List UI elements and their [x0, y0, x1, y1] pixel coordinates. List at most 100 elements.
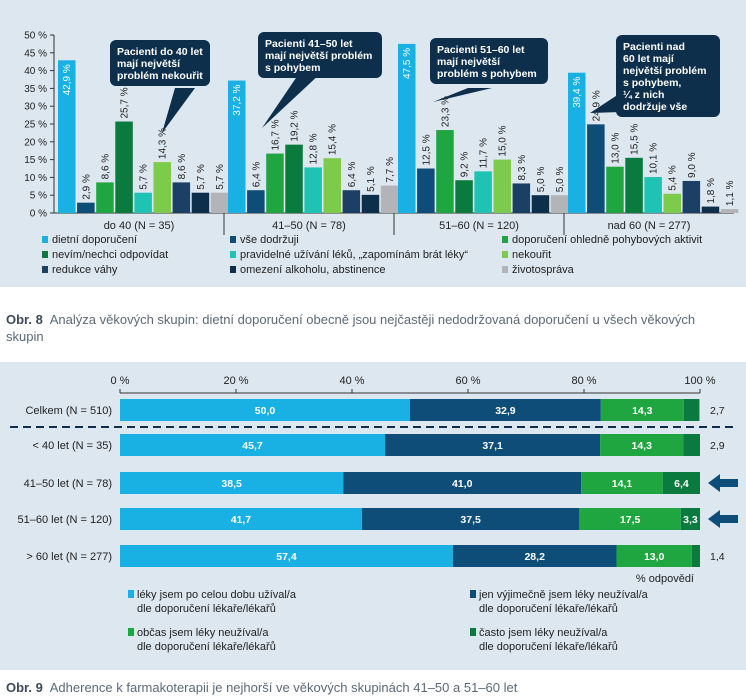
segment-value-label: 17,5 — [620, 514, 641, 526]
x-category-label: do 40 (N = 35) — [104, 220, 175, 232]
bar — [531, 195, 550, 213]
bar — [625, 157, 643, 213]
bar-value-label: 39,4 % — [572, 77, 583, 108]
bar-value-label: 42,9 % — [62, 64, 73, 95]
bar — [701, 206, 720, 213]
bar — [682, 180, 701, 213]
bar-value-label: 5,4 % — [668, 165, 679, 191]
legend-label: omezení alkoholu, abstinence — [240, 264, 386, 276]
bar — [455, 180, 473, 213]
y-tick-label: 45 % — [24, 48, 47, 59]
y-tick-label: 30 % — [24, 102, 47, 113]
legend-swatch — [470, 628, 476, 636]
bar-value-label: 19,2 % — [290, 110, 301, 141]
row-label: 51–60 let (N = 120) — [18, 514, 112, 526]
bar-value-label: 8,6 % — [100, 154, 111, 180]
x-tick-label: 20 % — [223, 375, 248, 387]
legend-label: nekouřit — [512, 249, 551, 261]
bar — [134, 192, 152, 213]
y-tick-label: 50 % — [24, 31, 47, 42]
segment-value-label: 57,4 — [276, 551, 297, 563]
figure-8-panel: 0 % 5 % 10 % 15 % 20 % 25 % 30 % 35 % 40 % 45 % 50… — [0, 0, 746, 287]
segment-value-label: 28,2 — [524, 551, 545, 563]
bar-segment — [343, 472, 582, 494]
callout-text: problém s pohybem — [437, 68, 537, 80]
bar-value-label: 8,3 % — [517, 155, 528, 181]
bar-segment — [120, 434, 386, 456]
callout-box — [430, 38, 548, 84]
y-tick-label: 0 % — [30, 209, 47, 220]
bar — [720, 209, 739, 213]
bar — [96, 182, 114, 213]
y-tick-label: 35 % — [24, 84, 47, 95]
legend-swatch — [502, 236, 508, 243]
bar-segment — [581, 472, 663, 494]
y-tick-label: 40 % — [24, 66, 47, 77]
callout-pointer — [433, 88, 492, 102]
legend-label-line2: dle doporučení lékaře/lékařů — [137, 641, 276, 653]
bar-value-label: 24,9 % — [591, 90, 602, 121]
callout-text: mají největší — [117, 58, 181, 70]
callout-text: s pohybem — [265, 62, 320, 74]
legend-swatch — [230, 266, 236, 273]
bar — [191, 192, 210, 213]
legend-label: nevím/nechci odpovídat — [52, 249, 168, 261]
bar-value-label: 5,1 % — [366, 166, 377, 192]
callout-text: 60 let mají — [623, 53, 675, 65]
legend-label: dietní doporučení — [52, 234, 137, 246]
callout-box — [616, 35, 720, 117]
bar — [153, 162, 171, 213]
bar — [644, 177, 662, 213]
segment-value-label: 38,5 — [221, 478, 242, 490]
legend-swatch — [502, 266, 508, 273]
x-category-label: 51–60 (N = 120) — [439, 220, 519, 232]
bar-segment — [120, 508, 362, 530]
legend-label-line2: dle doporučení lékaře/lékařů — [479, 603, 618, 615]
y-tick-label: 10 % — [24, 173, 47, 184]
bar — [323, 158, 341, 213]
bar — [587, 124, 605, 213]
bar — [436, 130, 454, 213]
x-axis-title: % odpovědí — [636, 573, 694, 585]
bar-value-label: 47,5 % — [402, 48, 413, 79]
bar-segment — [410, 399, 601, 421]
bar-value-label: 8,6 % — [177, 154, 188, 180]
bar — [172, 182, 191, 213]
segment-value-label: 2,7 — [710, 405, 725, 417]
bar — [474, 171, 492, 213]
legend-swatch — [42, 251, 48, 258]
bar-segment — [600, 399, 684, 421]
bar — [361, 194, 380, 213]
bar-segment — [600, 434, 684, 456]
segment-value-label: 41,7 — [231, 514, 252, 526]
bar — [77, 202, 95, 213]
legend-label-line2: dle doporučení lékaře/lékařů — [479, 641, 618, 653]
bar — [380, 185, 399, 213]
bar-segment — [680, 508, 700, 530]
segment-value-label: 45,7 — [242, 440, 263, 452]
bar-value-label: 12,8 % — [309, 133, 320, 164]
callout-text: Pacienti 41–50 let — [265, 38, 353, 50]
bar — [285, 144, 303, 213]
legend-label-line2: dle doporučení lékaře/lékařů — [137, 603, 276, 615]
callout-text: ¼ z nich — [623, 89, 664, 101]
legend-label: redukce váhy — [52, 264, 118, 276]
bar-value-label: 7,7 % — [385, 157, 396, 183]
bar — [512, 183, 531, 213]
bar-value-label: 12,5 % — [421, 134, 432, 165]
callout-box — [258, 32, 382, 78]
bar-value-label: 15,0 % — [498, 125, 509, 156]
x-tick-label: 40 % — [339, 375, 364, 387]
figure-9-panel: 0 % 20 % 40 % 60 % 80 % 100 % Celkem (N = 510)… — [0, 362, 746, 670]
bar — [417, 168, 435, 213]
bar-value-label: 10,1 % — [649, 143, 660, 174]
legend-swatch — [470, 590, 476, 598]
x-category-label: nad 60 (N = 277) — [608, 220, 691, 232]
bar-segment — [579, 508, 681, 530]
row-label: < 40 let (N = 35) — [33, 440, 113, 452]
bar-value-label: 15,5 % — [630, 124, 641, 155]
bar-segment — [683, 399, 700, 421]
bar — [58, 60, 76, 213]
legend-label-line1: často jsem léky neužíval/a — [479, 627, 608, 639]
segment-value-label: 3,3 — [683, 514, 698, 526]
